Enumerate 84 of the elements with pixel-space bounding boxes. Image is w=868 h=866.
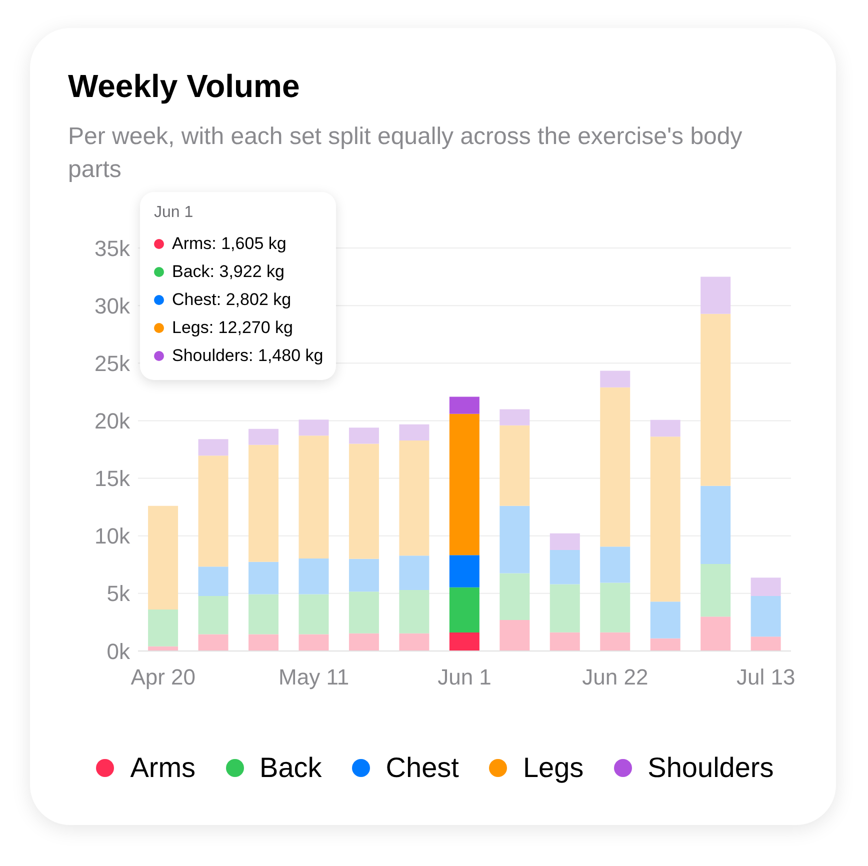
bar [500,620,530,651]
bar [650,602,680,638]
bar [248,444,279,562]
annotation: Arms: 1,605 kg [172,234,286,254]
text: Jun 1 [154,204,194,221]
x-tick-label: Jun 22 [582,664,648,690]
bar [348,558,379,592]
y-tick-label: 35k [94,236,131,261]
bar [348,444,379,559]
bar [248,428,279,445]
bar [600,546,630,583]
bar [750,596,781,637]
bar [399,633,430,651]
bar [348,592,379,634]
bar [700,276,731,314]
bar [650,420,680,437]
bar [248,634,279,651]
bar [750,578,781,596]
bar [700,564,731,617]
y-tick-label: 5k [106,581,131,606]
bar [550,550,580,584]
x-tick-label: May 11 [278,664,350,690]
bar [198,634,228,651]
bar [449,396,480,414]
bar [148,506,178,610]
annotation: Shoulders: 1,480 kg [172,346,324,366]
bar [298,420,329,436]
bar [449,414,480,556]
bar [198,456,228,567]
legend-label: Back [260,752,322,784]
bar [449,587,480,633]
legend-label: Legs [522,752,584,784]
bar [248,562,279,594]
bar [750,636,781,651]
bar [600,370,630,388]
annotation: Back: 3,922 kg [172,262,284,282]
bar [650,638,680,651]
y-tick-label: 10k [94,524,131,549]
bar [500,506,530,574]
bar [449,555,480,588]
chart-subtitle: Per week, with each set split equally across the exercise's body parts [68,122,744,185]
bar [600,387,630,547]
bar [700,616,731,651]
bar [600,582,630,632]
bar [650,436,680,602]
bar [298,594,329,634]
y-tick-label: 20k [94,408,131,434]
bar [449,632,480,651]
annotation: Chest: 2,802 kg [172,290,292,310]
bar [550,584,580,632]
bar [399,556,430,590]
bar [198,439,228,456]
bar [348,633,379,651]
bar [399,590,430,634]
y-tick-label: 0k [106,638,131,664]
y-tick-label: 15k [94,466,131,492]
bar [600,632,630,651]
bar [348,428,379,444]
bar [550,533,580,550]
x-tick-label: Jul 13 [736,664,796,690]
legend-label: Arms [130,752,196,784]
annotation: Legs: 12,270 kg [172,318,293,338]
bar [399,424,430,441]
bar [700,314,731,486]
y-tick-label: 30k [94,293,131,318]
bar [298,634,329,651]
bar [298,558,329,594]
x-tick-label: Jun 1 [438,664,492,690]
bar [500,573,530,620]
bar [198,566,228,596]
bar [298,436,329,559]
bar [399,440,430,556]
bar [700,486,731,564]
legend-label: Chest [386,752,459,784]
bar [500,409,530,426]
bar [550,632,580,651]
bar [500,425,530,506]
legend-label: Shoulders [648,752,774,784]
chart-title: Weekly Volume [68,68,300,105]
bar [148,610,178,646]
x-tick-label: Apr 20 [130,664,196,690]
bar [248,594,279,634]
y-tick-label: 25k [94,350,131,376]
bar [198,596,228,634]
